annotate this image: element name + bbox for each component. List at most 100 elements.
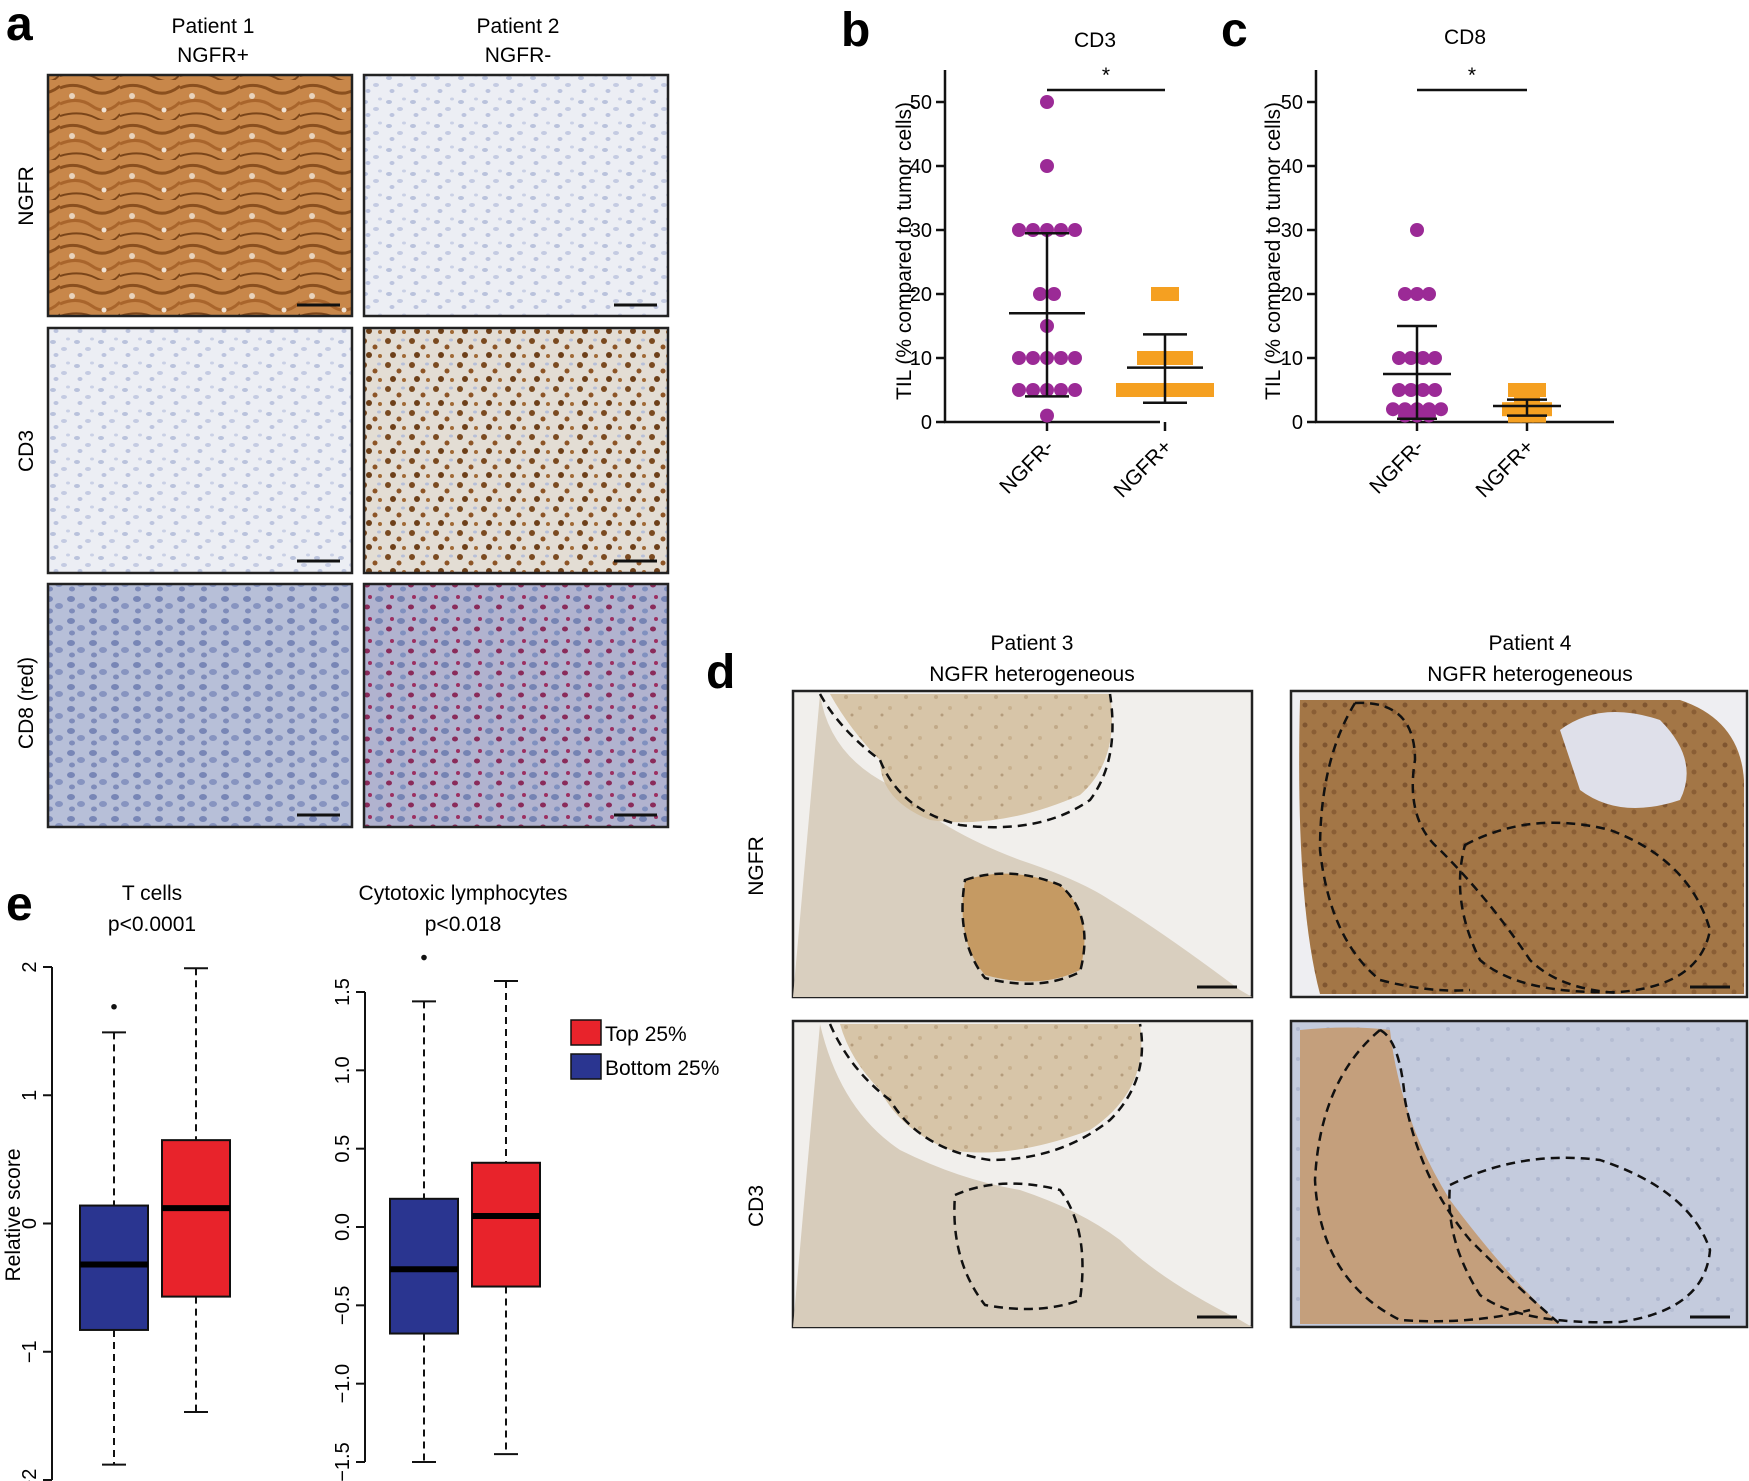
panel-letter-d: d: [706, 646, 735, 699]
legend-panel-e: Top 25% Bottom 25%: [570, 1019, 719, 1080]
data-point: [1054, 383, 1068, 397]
y-tick-label: 1: [19, 1090, 41, 1101]
data-point: [1404, 351, 1418, 365]
data-point: [1186, 383, 1200, 397]
panel-a-row-label-cd8: CD8 (red): [15, 657, 38, 749]
tile-p1-cd8: [46, 582, 354, 829]
data-point: [1410, 223, 1424, 237]
box-iqr: [389, 1197, 459, 1335]
data-point: [1026, 383, 1040, 397]
y-axis-label: Relative score: [2, 1148, 25, 1281]
y-tick-label: 40: [1281, 156, 1303, 178]
region-outline: [1318, 702, 1471, 992]
tissue-region: [793, 694, 1252, 997]
tissue-region: [830, 694, 1112, 823]
data-point: [1386, 402, 1400, 417]
y-tick-label: 0: [1292, 412, 1303, 434]
y-tick-label: 30: [910, 220, 932, 242]
data-point: [1520, 383, 1534, 397]
data-point: [1137, 351, 1151, 365]
data-point: [1012, 223, 1026, 237]
data-point: [1392, 383, 1406, 397]
tile-p2-ngfr: [362, 73, 670, 318]
panel-d-col1-title-line2: NGFR heterogeneous: [929, 663, 1134, 686]
panel-a: Patient 1 NGFR+ Patient 2 NGFR- NGFR CD3…: [15, 15, 670, 829]
region-outline: [828, 1023, 1144, 1162]
panel-letter-a: a: [6, 0, 33, 51]
box-iqr: [79, 1204, 149, 1331]
x-tick-label: NGFR-: [1365, 435, 1428, 498]
data-point: [1428, 383, 1442, 397]
panel-a-row-label-ngfr: NGFR: [15, 166, 38, 226]
y-tick-label: 0: [19, 1218, 41, 1229]
data-point: [1012, 383, 1026, 397]
legend-label-bottom: Bottom 25%: [605, 1057, 719, 1080]
outlier-point: [111, 1003, 117, 1010]
data-point: [1165, 287, 1179, 301]
tile-p1-ngfr: [46, 73, 354, 318]
data-point: [1068, 223, 1082, 237]
tile-p2-cd3: [362, 326, 670, 575]
y-tick-label: 50: [910, 92, 932, 114]
y-tick-label: 0.0: [332, 1213, 354, 1241]
y-tick-label: −1: [19, 1340, 41, 1363]
data-point: [1026, 223, 1040, 237]
panel-letter-b: b: [841, 4, 870, 57]
y-tick-label: 50: [1281, 92, 1303, 114]
tile-p2-cd8: [362, 582, 670, 829]
outlier-point: [421, 954, 427, 961]
significance-mark: *: [1468, 64, 1476, 87]
legend-label-top: Top 25%: [605, 1023, 687, 1046]
x-tick-label: NGFR+: [1110, 435, 1177, 502]
y-tick-label: 0.5: [332, 1135, 354, 1163]
data-point: [1434, 402, 1448, 417]
panel-d: Patient 3 NGFR heterogeneous Patient 4 N…: [745, 632, 1749, 1329]
data-point: [1422, 408, 1436, 423]
data-point: [1165, 351, 1179, 365]
panel-d-col1-title-line1: Patient 3: [991, 632, 1074, 655]
data-point: [1422, 287, 1436, 301]
data-point: [1179, 351, 1193, 365]
chart-title: CD8: [1444, 26, 1486, 49]
region-outline: [1313, 1029, 1531, 1323]
chart-title: Cytotoxic lymphocytes: [359, 882, 568, 905]
panel-a-col1-title-line2: NGFR+: [177, 44, 249, 67]
data-point: [1532, 383, 1546, 397]
region-outline: [961, 872, 1086, 986]
tile-p1-cd3: [46, 326, 354, 575]
data-point: [1151, 351, 1165, 365]
panel-d-row-label-cd3: CD3: [745, 1185, 768, 1227]
data-point: [1416, 383, 1430, 397]
box-iqr: [471, 1161, 541, 1288]
y-tick-label: 0: [921, 412, 932, 434]
chart-cytotoxic-box: Cytotoxic lymphocytes p<0.018 −1.5 −1.0 −0…: [332, 882, 567, 1481]
panel-d-row-label-ngfr: NGFR: [745, 836, 768, 896]
panel-a-col2-title-line1: Patient 2: [477, 15, 560, 38]
data-point: [1392, 351, 1406, 365]
tissue-region: [962, 873, 1085, 982]
y-tick-label: 30: [1281, 220, 1303, 242]
data-point: [1040, 95, 1054, 109]
chart-cd8-scatter: CD8 TIL (% compared to tumor cells) 0 10 2…: [1262, 26, 1614, 502]
data-point: [1398, 408, 1412, 423]
data-point: [1033, 287, 1047, 301]
data-point: [1404, 383, 1418, 397]
data-point: [1398, 287, 1412, 301]
data-point: [1144, 383, 1158, 397]
chart-pvalue: p<0.0001: [108, 913, 196, 936]
data-point: [1047, 287, 1061, 301]
legend-swatch-top: [570, 1019, 602, 1046]
data-point: [1410, 287, 1424, 301]
data-point: [1428, 351, 1442, 365]
x-tick-label: NGFR-: [995, 435, 1058, 498]
y-tick-label: 10: [1281, 348, 1303, 370]
region-outline: [953, 1182, 1084, 1311]
data-point: [1054, 223, 1068, 237]
chart-title: CD3: [1074, 29, 1116, 52]
chart-pvalue: p<0.018: [425, 913, 502, 936]
chart-title: T cells: [122, 882, 182, 905]
box-iqr: [161, 1139, 231, 1298]
y-tick-label: 20: [1281, 284, 1303, 306]
y-tick-label: 2: [19, 961, 41, 972]
